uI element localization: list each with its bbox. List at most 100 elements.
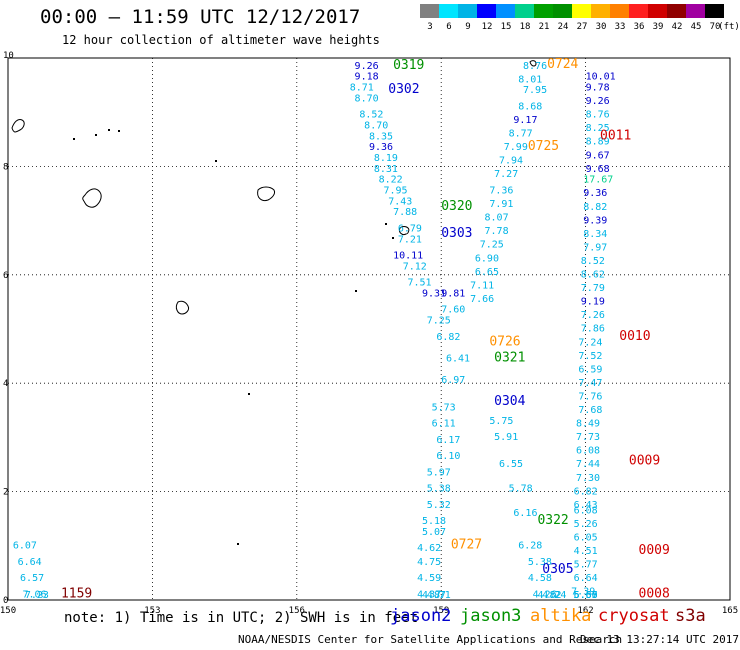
wave-height-value: 5.38 (528, 557, 552, 568)
wave-height-value: 6.67 (574, 590, 598, 601)
wave-height-value: 8.19 (374, 153, 398, 164)
color-scale-label: 24 (557, 22, 569, 32)
coastline-outline (175, 300, 189, 315)
wave-height-value: 5.73 (432, 402, 456, 413)
x-tick-label: 162 (577, 606, 593, 616)
wave-height-value: 6.41 (446, 354, 470, 365)
wave-height-value: 7.91 (489, 199, 513, 210)
wave-height-value: 7.86 (581, 324, 605, 335)
wave-height-value: 5.75 (489, 416, 513, 427)
small-island (237, 543, 239, 545)
wave-height-value: 4.82 (537, 590, 561, 601)
color-scale-label: 36 (633, 22, 645, 32)
wave-height-value: 6.79 (398, 223, 422, 234)
wave-height-value: 6.17 (436, 435, 460, 446)
coastline-outline (257, 186, 275, 201)
wave-height-value: 7.66 (470, 294, 494, 305)
pass-time-label: 0321 (494, 351, 525, 366)
wave-height-value: 5.63 (574, 590, 598, 601)
wave-height-value: 7.94 (499, 156, 523, 167)
wave-height-value: 7.27 (494, 169, 518, 180)
color-scale-cell (572, 4, 591, 18)
wave-height-value: 4.24 (542, 590, 566, 601)
wave-height-value: 5.32 (427, 500, 451, 511)
x-tick-label: 156 (289, 606, 305, 616)
wave-height-value: 6.10 (436, 451, 460, 462)
color-scale-cell (686, 4, 705, 18)
color-scale-cell (553, 4, 572, 18)
wave-height-value: 7.44 (576, 459, 600, 470)
wave-height-value: 9.67 (586, 150, 610, 161)
wave-height-value: 6.08 (576, 446, 600, 457)
wave-height-value: 8.71 (350, 83, 374, 94)
legend-altika: altika (530, 606, 592, 626)
wave-height-value: 7.43 (388, 196, 412, 207)
map-title: 00:00 – 11:59 UTC 12/12/2017 (40, 6, 361, 28)
wave-height-value: 8.52 (359, 110, 383, 121)
lat-lon-grid (8, 58, 730, 600)
wave-height-value: 7.95 (523, 85, 547, 96)
legend-cryosat: cryosat (598, 606, 670, 626)
y-tick-label: 4 (3, 379, 8, 389)
pass-time-label: 0303 (441, 226, 472, 241)
pass-time-label: 0010 (619, 329, 650, 344)
wave-height-value: 7.60 (441, 305, 465, 316)
wave-height-value: 7.11 (470, 280, 494, 291)
wave-height-value: 6.55 (499, 459, 523, 470)
coastline-outline (82, 188, 102, 208)
legend-s3a: s3a (675, 606, 706, 626)
wave-height-value: 4.62 (417, 543, 441, 554)
color-scale-cell (496, 4, 515, 18)
credit-text: NOAA/NESDIS Center for Satellite Applica… (238, 633, 623, 646)
wave-height-value: 7.78 (485, 226, 509, 237)
legend-note: note: 1) Time is in UTC; 2) SWH is in fe… (64, 610, 419, 626)
timestamp-text: Dec 13 13:27:14 UTC 2017 (580, 633, 739, 646)
coastline-outline (11, 119, 25, 133)
pass-time-label: 0724 (547, 57, 578, 72)
legend-jason3: jason3 (460, 606, 522, 626)
wave-height-value: 8.76 (523, 61, 547, 72)
pass-time-label: 0008 (639, 586, 670, 601)
small-island (248, 393, 250, 395)
wave-height-value: 8.70 (364, 120, 388, 131)
wave-height-value: 7.25 (480, 240, 504, 251)
wave-height-value: 7.26 (581, 310, 605, 321)
wave-height-values: 9.269.188.718.708.528.708.359.368.198.31… (13, 61, 616, 601)
wave-height-value: 7.47 (578, 378, 602, 389)
wave-height-value: 8.62 (581, 270, 605, 281)
wave-height-value: 4.75 (417, 557, 441, 568)
coastline-outline (529, 60, 537, 67)
wave-height-value: 6.82 (574, 486, 598, 497)
wave-height-value: 9.39 (583, 215, 607, 226)
color-scale-cell (477, 4, 496, 18)
coastline-outline (399, 226, 410, 235)
wave-height-value: 8.07 (485, 213, 509, 224)
y-tick-label: 8 (3, 162, 8, 172)
wave-height-value: 7.06 (22, 589, 46, 600)
small-island (215, 160, 217, 162)
wave-height-value: 8.82 (583, 202, 607, 213)
wave-height-value: 4.26 (533, 589, 557, 600)
color-scale-unit: (ft) (718, 22, 740, 32)
pass-time-label: 0011 (600, 128, 631, 143)
small-island (385, 223, 387, 225)
color-scale-label: 70 (709, 22, 721, 32)
wave-height-value: 6.08 (574, 505, 598, 516)
pass-time-label: 0322 (537, 513, 568, 528)
wave-height-value: 4.71 (427, 590, 451, 601)
wave-height-value: 5.91 (494, 432, 518, 443)
color-scale-label: 12 (481, 22, 493, 32)
wave-height-value: 10.01 (586, 72, 616, 83)
wave-height-value: 5.18 (422, 516, 446, 527)
map-frame (7, 57, 731, 601)
wave-height-value: 9.26 (355, 61, 379, 72)
wave-height-value: 6.64 (574, 573, 598, 584)
y-tick-label: 0 (3, 596, 8, 606)
wave-height-value: 5.97 (427, 467, 451, 478)
wave-height-value: 6.11 (432, 419, 456, 430)
pass-time-label: 1159 (61, 586, 92, 601)
island-coastlines (11, 60, 537, 545)
wave-height-value: 5.36 (574, 590, 598, 601)
wave-height-value: 9.17 (513, 115, 537, 126)
